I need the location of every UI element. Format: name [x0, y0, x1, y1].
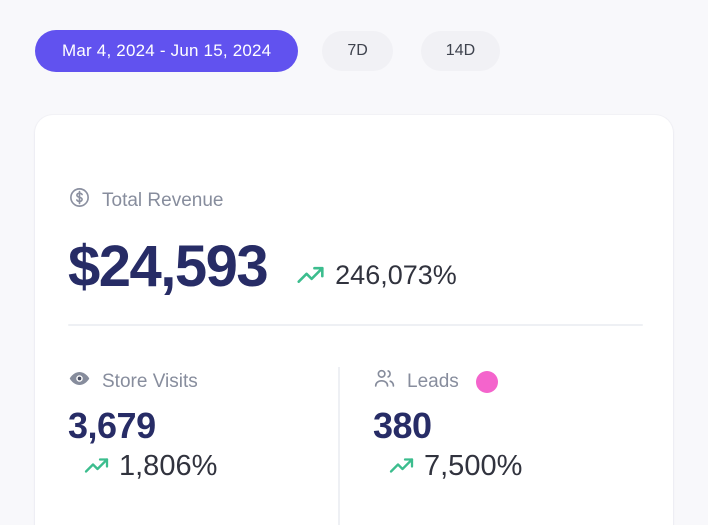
total-revenue-change: 246,073% — [335, 260, 457, 290]
store-visits-change: 1,806% — [119, 449, 218, 482]
metrics-card: Total Revenue $24,593 246,073% — [35, 115, 673, 525]
quick-range-7d-button[interactable]: 7D — [322, 31, 393, 71]
leads-label-row: Leads — [373, 367, 643, 396]
leads-label: Leads — [407, 370, 459, 392]
horizontal-divider — [68, 324, 643, 326]
dollar-circle-icon — [68, 186, 91, 215]
store-visits-label: Store Visits — [102, 370, 198, 392]
store-visits-label-row: Store Visits — [68, 367, 338, 396]
trend-up-icon — [388, 454, 415, 478]
leads-value: 380 — [373, 405, 432, 446]
store-visits-value: 3,679 — [68, 405, 156, 446]
store-visits-metric: Store Visits 3,679 1,806% — [68, 367, 338, 525]
total-revenue-label-row: Total Revenue — [68, 186, 643, 215]
leads-status-dot — [475, 370, 498, 393]
trend-up-icon — [83, 454, 110, 478]
leads-metric: Leads 380 7,500% — [338, 367, 643, 525]
trend-up-icon — [295, 262, 326, 289]
store-visits-change-row: 1,806% — [68, 450, 338, 483]
date-filter-toolbar: Mar 4, 2024 - Jun 15, 2024 7D 14D — [0, 0, 708, 72]
total-revenue-metric: Total Revenue $24,593 246,073% — [68, 186, 643, 296]
total-revenue-label: Total Revenue — [102, 189, 224, 211]
total-revenue-change-row: 246,073% — [295, 260, 457, 291]
total-revenue-value: $24,593 — [68, 234, 269, 299]
total-revenue-value-row: $24,593 246,073% — [68, 238, 643, 296]
users-icon — [373, 367, 396, 396]
secondary-stats-row: Store Visits 3,679 1,806% — [68, 367, 643, 525]
leads-change: 7,500% — [424, 449, 523, 482]
date-range-button[interactable]: Mar 4, 2024 - Jun 15, 2024 — [35, 30, 299, 72]
leads-change-row: 7,500% — [373, 450, 643, 483]
eye-icon — [68, 367, 91, 396]
quick-range-14d-button[interactable]: 14D — [420, 31, 501, 71]
